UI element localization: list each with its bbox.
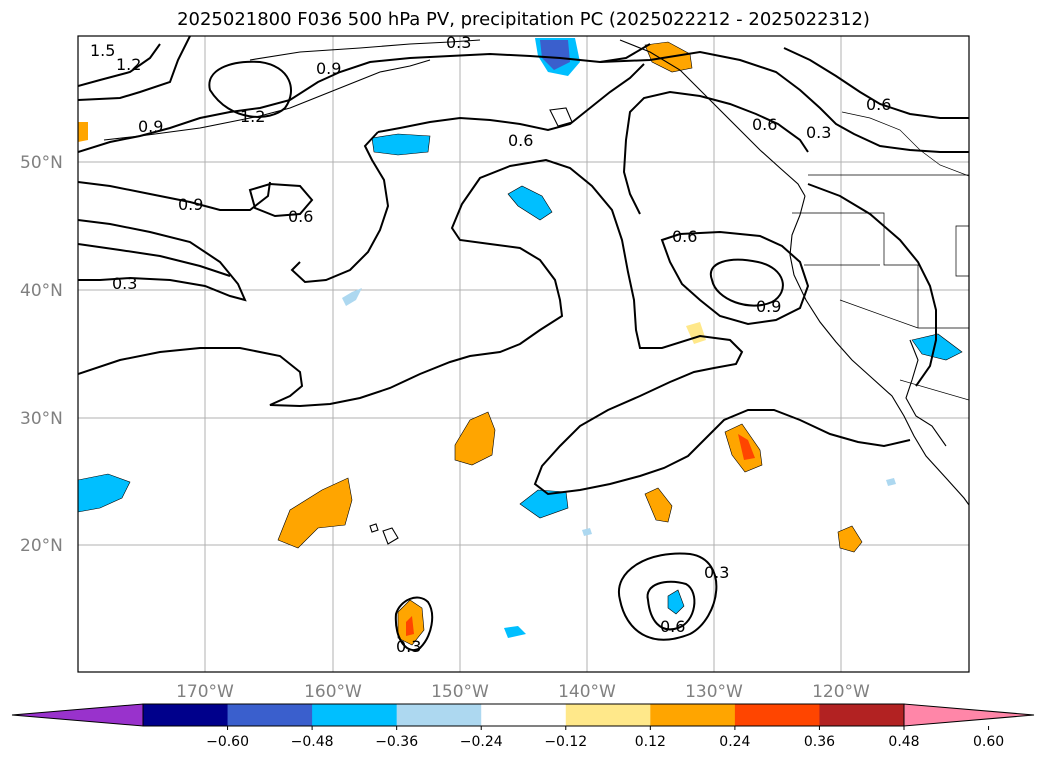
map-title: 2025021800 F036 500 hPa PV, precipitatio… [177, 9, 870, 30]
colorbar-tick-label: 0.24 [719, 734, 750, 750]
contour-label: 0.9 [316, 59, 341, 78]
lon-label: 160°W [304, 682, 362, 702]
colorbar-segment [396, 704, 482, 726]
coastlines [103, 39, 969, 545]
contour-label: 0.6 [752, 115, 777, 134]
colorbar-tick-label: −0.48 [291, 734, 334, 750]
colorbar-segment [143, 704, 229, 726]
contour-label: 0.6 [672, 227, 697, 246]
contour-label: 0.6 [508, 131, 533, 150]
precip-positive [78, 41, 863, 646]
colorbar-segment [312, 704, 398, 726]
contour-label: 0.3 [396, 637, 421, 656]
lat-label: 50°N [20, 153, 63, 173]
colorbar-tick-label: 0.36 [804, 734, 835, 750]
colorbar-segment [481, 704, 567, 726]
map-area: 1.5 1.2 0.3 0.9 1.2 0.9 0.6 0.6 0.6 0.3 … [78, 33, 969, 672]
colorbar-tick-label: −0.24 [460, 734, 503, 750]
colorbar-segments [143, 704, 905, 726]
map-frame [77, 35, 970, 673]
colorbar-segment [565, 704, 651, 726]
colorbar-outline [142, 703, 905, 727]
colorbar-ticks: −0.60 −0.48 −0.36 −0.24 −0.12 0.12 0.24 0.36 0.4… [206, 726, 1004, 750]
contour-label: 0.3 [446, 33, 471, 52]
contour-label: 0.9 [138, 117, 163, 136]
lon-labels: 170°W 160°W 150°W 140°W 130°W 120°W [176, 682, 870, 702]
precip-negative [78, 38, 963, 638]
contour-label: 0.3 [806, 123, 831, 142]
contour-label: 0.9 [756, 297, 781, 316]
colorbar-segment [734, 704, 820, 726]
lon-label: 140°W [558, 682, 616, 702]
colorbar-segment [650, 704, 736, 726]
colorbar-extend-left [11, 703, 144, 727]
lon-label: 150°W [431, 682, 489, 702]
contour-label: 0.6 [660, 617, 685, 636]
lon-label: 120°W [812, 682, 870, 702]
contour-label: 1.2 [116, 55, 141, 74]
colorbar-tick-label: −0.12 [544, 734, 587, 750]
colorbar-tick-label: −0.36 [375, 734, 418, 750]
colorbar-segment [819, 704, 905, 726]
colorbar-tick-label: 0.48 [888, 734, 919, 750]
borders [792, 111, 969, 401]
lat-label: 20°N [20, 536, 63, 556]
contour-label: 0.9 [178, 195, 203, 214]
pv-contours [78, 36, 969, 651]
contour-label: 0.3 [704, 563, 729, 582]
colorbar-tick-label: 0.60 [973, 734, 1004, 750]
lat-label: 30°N [20, 409, 63, 429]
lon-label: 170°W [176, 682, 234, 702]
lat-labels: 50°N 40°N 30°N 20°N [20, 153, 63, 556]
lon-label: 130°W [685, 682, 743, 702]
contour-labels: 1.5 1.2 0.3 0.9 1.2 0.9 0.6 0.6 0.6 0.3 … [90, 33, 891, 656]
contour-label: 0.6 [288, 207, 313, 226]
gridlines [78, 36, 969, 672]
colorbar-extend-right [903, 703, 1035, 727]
colorbar: −0.60 −0.48 −0.36 −0.24 −0.12 0.12 0.24 0.36 0.4… [11, 703, 1035, 750]
colorbar-tick-label: −0.60 [206, 734, 249, 750]
colorbar-segment [227, 704, 313, 726]
colorbar-tick-label: 0.12 [635, 734, 666, 750]
contour-label: 1.5 [90, 41, 115, 60]
contour-label: 0.6 [866, 95, 891, 114]
contour-label: 0.3 [112, 274, 137, 293]
contour-label: 1.2 [240, 107, 265, 126]
lat-label: 40°N [20, 281, 63, 301]
